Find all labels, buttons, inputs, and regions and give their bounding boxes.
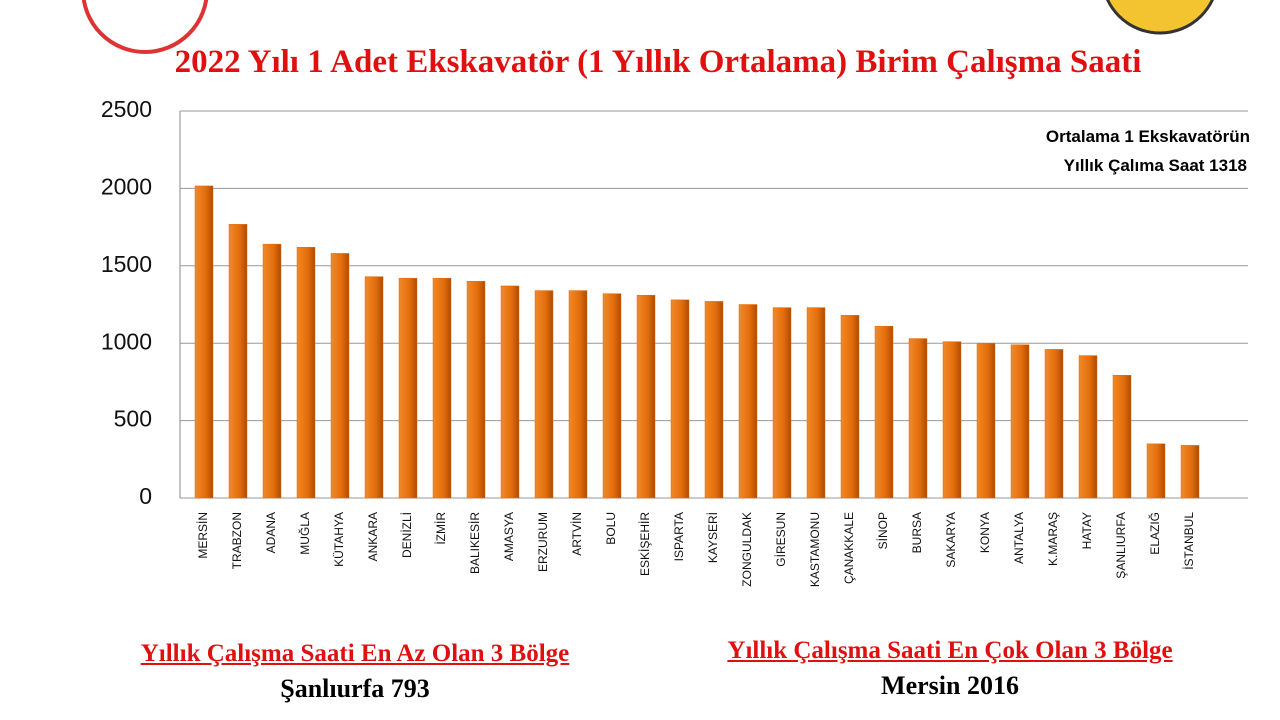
bar — [772, 307, 792, 499]
x-tick-label: ERZURUM — [536, 512, 550, 572]
x-tick-label: ŞANLIURFA — [1114, 512, 1128, 579]
x-tick-label: SAKARYA — [944, 512, 958, 568]
x-tick-label: ZONGULDAK — [740, 512, 754, 587]
footer-title: Yıllık Çalışma Saati En Çok Olan 3 Bölge — [727, 637, 1173, 664]
bar — [738, 304, 758, 499]
bar — [1044, 349, 1064, 499]
x-tick-label: BOLU — [604, 512, 618, 545]
footer-left: Yıllık Çalışma Saati En Az Olan 3 Bölge … — [40, 640, 670, 704]
x-tick-label: SİNOP — [876, 512, 890, 549]
bar — [1146, 443, 1166, 499]
logo-left — [81, 0, 209, 54]
footer-line: Şanlıurfa 793 — [280, 674, 430, 703]
x-tick-label: ISPARTA — [672, 512, 686, 561]
bar — [296, 246, 316, 499]
bar — [1010, 344, 1030, 499]
bar — [364, 276, 384, 499]
x-tick-label: KÜTAHYA — [332, 512, 346, 567]
x-tick-label: MUĞLA — [297, 512, 312, 555]
x-tick-label: KAYSERİ — [706, 512, 720, 563]
bar — [568, 290, 588, 499]
bar — [874, 325, 894, 499]
x-tick-label: TRABZON — [230, 512, 244, 569]
bar — [840, 315, 860, 499]
bar — [330, 253, 350, 499]
bar — [806, 307, 826, 499]
bar — [636, 294, 656, 499]
x-tick-label: KASTAMONU — [808, 512, 822, 587]
x-tick-label: AMASYA — [502, 512, 516, 561]
bar — [704, 301, 724, 499]
footer-title: Yıllık Çalışma Saati En Az Olan 3 Bölge — [140, 640, 570, 667]
y-tick-label: 1500 — [101, 251, 152, 277]
x-tick-label: İSTANBUL — [1182, 512, 1196, 570]
logo-right — [1106, 0, 1214, 35]
bar — [976, 342, 996, 499]
x-tick-label: DENİZLİ — [400, 512, 414, 558]
chart-title: 2022 Yılı 1 Adet Ekskavatör (1 Yıllık Or… — [175, 44, 1142, 80]
bar — [432, 277, 452, 499]
y-tick-label: 2500 — [101, 96, 152, 122]
x-tick-label: BALIKESİR — [468, 512, 482, 574]
x-tick-label: İZMİR — [434, 512, 448, 545]
y-tick-label: 500 — [114, 406, 152, 432]
x-tick-label: MERSİN — [196, 512, 210, 559]
bar — [670, 299, 690, 499]
bar — [1112, 374, 1132, 499]
annotation: Ortalama 1 Ekskavatörün — [1046, 127, 1250, 146]
x-tick-label: ÇANAKKALE — [842, 512, 856, 584]
bar — [534, 290, 554, 499]
bar — [1180, 445, 1200, 499]
bar — [1078, 355, 1098, 499]
bar — [466, 281, 486, 499]
footer-line: Mersin 2016 — [881, 671, 1019, 700]
y-tick-label: 2000 — [101, 173, 152, 199]
bar — [942, 341, 962, 499]
bar — [908, 338, 928, 499]
x-tick-label: ADANA — [264, 512, 278, 553]
x-tick-label: BURSA — [910, 512, 924, 553]
x-tick-label: GİRESUN — [774, 512, 788, 567]
y-tick-label: 0 — [139, 483, 152, 509]
bar — [500, 285, 520, 499]
x-tick-label: ELAZIĞ — [1147, 512, 1162, 555]
x-tick-label: ARTVİN — [570, 512, 584, 556]
bar — [194, 185, 214, 499]
y-tick-label: 1000 — [101, 328, 152, 354]
x-tick-label: HATAY — [1080, 512, 1094, 549]
bar — [228, 224, 248, 499]
x-tick-label: ESKİŞEHİR — [638, 512, 652, 576]
bar — [602, 293, 622, 499]
x-tick-label: ANKARA — [366, 512, 380, 561]
x-tick-label: ANTALYA — [1012, 512, 1026, 564]
annotation: Yıllık Çalıma Saat 1318 — [1064, 156, 1247, 175]
x-tick-label: K.MARAŞ — [1046, 512, 1060, 566]
footer-right: Yıllık Çalışma Saati En Çok Olan 3 Bölge… — [640, 637, 1260, 701]
bar — [398, 277, 418, 499]
x-tick-label: KONYA — [978, 512, 992, 553]
bar — [262, 243, 282, 499]
